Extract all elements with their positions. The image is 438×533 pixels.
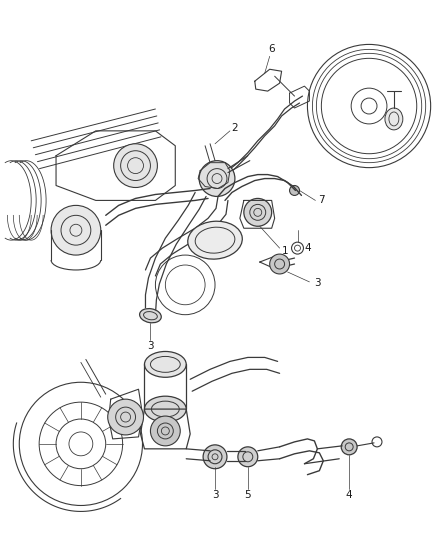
- Ellipse shape: [144, 351, 186, 377]
- Text: 4: 4: [304, 243, 310, 253]
- Circle shape: [243, 198, 271, 226]
- Circle shape: [340, 439, 356, 455]
- Circle shape: [107, 399, 143, 435]
- Circle shape: [289, 185, 299, 196]
- Ellipse shape: [144, 396, 186, 422]
- Circle shape: [199, 160, 234, 197]
- Text: 4: 4: [345, 489, 352, 499]
- Circle shape: [113, 144, 157, 188]
- Circle shape: [203, 445, 226, 469]
- Circle shape: [51, 205, 101, 255]
- Text: 2: 2: [231, 123, 238, 133]
- Ellipse shape: [139, 309, 161, 323]
- Text: 7: 7: [317, 196, 324, 205]
- Text: 1: 1: [282, 246, 288, 256]
- Text: 3: 3: [313, 278, 320, 288]
- Ellipse shape: [384, 108, 402, 130]
- Circle shape: [237, 447, 257, 467]
- Circle shape: [150, 416, 180, 446]
- Text: 3: 3: [147, 342, 153, 351]
- Text: 5: 5: [244, 489, 251, 499]
- Circle shape: [269, 254, 289, 274]
- Text: 3: 3: [211, 489, 218, 499]
- Ellipse shape: [187, 221, 242, 259]
- Text: 6: 6: [268, 44, 274, 54]
